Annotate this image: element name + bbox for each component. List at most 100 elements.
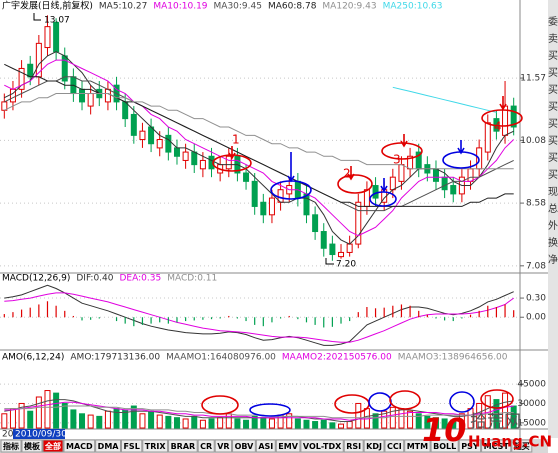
tab[interactable]: 指标 <box>3 441 19 451</box>
tab[interactable]: PSY <box>461 442 479 451</box>
tab-group: 指标 模板 全部 MACD DMA FSL TRIX BRAR CR VR OBV ASI EMV VOL… <box>0 439 533 453</box>
volume-bar <box>312 421 319 429</box>
tab-bg[interactable] <box>197 439 215 453</box>
plot-layer: 广宇发展(日线,前复权) MA5:10.27 MA10:10.19 MA30:9.45… <box>0 0 546 429</box>
ma-line <box>4 59 515 237</box>
tab[interactable]: MCST <box>484 442 510 451</box>
volume-bar <box>372 413 379 429</box>
tab-bg[interactable] <box>0 439 22 453</box>
tab[interactable]: 全部 <box>44 441 61 451</box>
tab[interactable]: EMV <box>278 442 298 451</box>
candle-body <box>320 231 327 249</box>
tab[interactable]: VR <box>217 442 229 451</box>
date-cursor-box <box>13 429 65 439</box>
candle-body <box>251 180 258 207</box>
arrow <box>228 146 236 160</box>
ma-line <box>4 63 514 207</box>
legend-entry: DIF:0.40 <box>76 274 113 284</box>
volume-bar <box>173 417 180 429</box>
volume-bar <box>87 414 94 429</box>
tab[interactable]: ASI <box>258 442 273 451</box>
tab[interactable]: BRAR <box>171 442 196 451</box>
volume-bar <box>191 415 198 429</box>
side-label: 买 <box>548 135 558 147</box>
side-label: 外 <box>548 220 558 232</box>
candle-body <box>27 63 34 78</box>
volume-bar <box>61 402 68 429</box>
tab[interactable]: BOLL <box>433 442 456 451</box>
tab-bg[interactable] <box>458 439 482 453</box>
tab[interactable]: KDJ <box>366 442 382 451</box>
tab-bg[interactable] <box>384 439 405 453</box>
volume-bar <box>104 410 111 429</box>
tab-bg[interactable] <box>430 439 459 453</box>
watermark-site: Huang.CN <box>468 433 552 451</box>
volume-bar <box>476 402 483 429</box>
candle-body <box>148 126 155 145</box>
volume-bar <box>389 406 396 429</box>
tab[interactable]: MACD <box>66 442 93 451</box>
ma-line <box>4 93 514 170</box>
highlight-ellipse <box>389 390 421 410</box>
tab-bg[interactable] <box>120 439 143 453</box>
candle-body <box>208 155 215 170</box>
candle-body <box>312 214 319 233</box>
highlight-ellipse <box>481 109 523 127</box>
candle-body <box>44 26 51 49</box>
tab-bg[interactable] <box>214 439 233 453</box>
volume-bar <box>243 419 250 429</box>
tab-bg[interactable] <box>255 439 276 453</box>
tab[interactable]: DMA <box>98 442 120 451</box>
tab[interactable]: FSL <box>123 442 139 451</box>
tab[interactable]: 超买 <box>513 441 530 451</box>
highlight-ellipse <box>480 389 514 409</box>
candle-body <box>346 243 353 253</box>
tab[interactable]: MTM <box>407 442 428 451</box>
tab-bg[interactable] <box>232 439 256 453</box>
volume-bar <box>268 418 275 429</box>
tab[interactable]: CCI <box>387 442 402 451</box>
tab-bg[interactable] <box>275 439 301 453</box>
tab-bg[interactable] <box>63 439 96 453</box>
candle-body <box>173 147 180 157</box>
candle-body <box>450 185 457 195</box>
tab[interactable]: VOL-TDX <box>303 442 342 451</box>
tab-bg[interactable] <box>343 439 364 453</box>
ma-line <box>392 86 497 113</box>
legend-entry: MA60:8.78 <box>268 2 317 12</box>
volume-bar <box>18 402 25 429</box>
tab-bg[interactable] <box>95 439 121 453</box>
candle-body <box>87 93 94 107</box>
candle-body <box>199 159 206 170</box>
candle-body <box>268 197 275 216</box>
tab[interactable]: CR <box>200 442 212 451</box>
candle-body <box>53 21 60 53</box>
y-tick-label: 0.30 <box>526 294 546 304</box>
arrow <box>287 152 295 183</box>
volume-bar <box>156 414 163 429</box>
tab[interactable]: RSI <box>346 442 361 451</box>
tab-bg[interactable] <box>168 439 198 453</box>
tab-bg[interactable] <box>42 439 64 453</box>
tab-bg[interactable] <box>511 439 533 453</box>
tab-bg[interactable] <box>300 439 344 453</box>
candle-body <box>35 42 42 78</box>
side-label: 买 <box>548 67 558 79</box>
tab-bg[interactable] <box>21 439 43 453</box>
highlight-ellipse <box>249 403 291 417</box>
volume-bar <box>441 418 448 429</box>
tab[interactable]: OBV <box>235 442 255 451</box>
side-label: 买 <box>548 84 558 96</box>
tab-bg[interactable] <box>363 439 385 453</box>
tab-bg[interactable] <box>142 439 169 453</box>
tab-bg[interactable] <box>404 439 431 453</box>
legend-entry: MACD:0.11 <box>167 274 217 284</box>
tab[interactable]: 模板 <box>24 441 41 451</box>
volume-bar <box>9 408 16 429</box>
tab[interactable]: TRIX <box>145 442 167 451</box>
side-label: 买 <box>548 101 558 113</box>
legend-entry: DEA:0.35 <box>120 274 162 284</box>
y-tick-label: 11.57 <box>520 74 546 84</box>
tab-bg[interactable] <box>481 439 512 453</box>
